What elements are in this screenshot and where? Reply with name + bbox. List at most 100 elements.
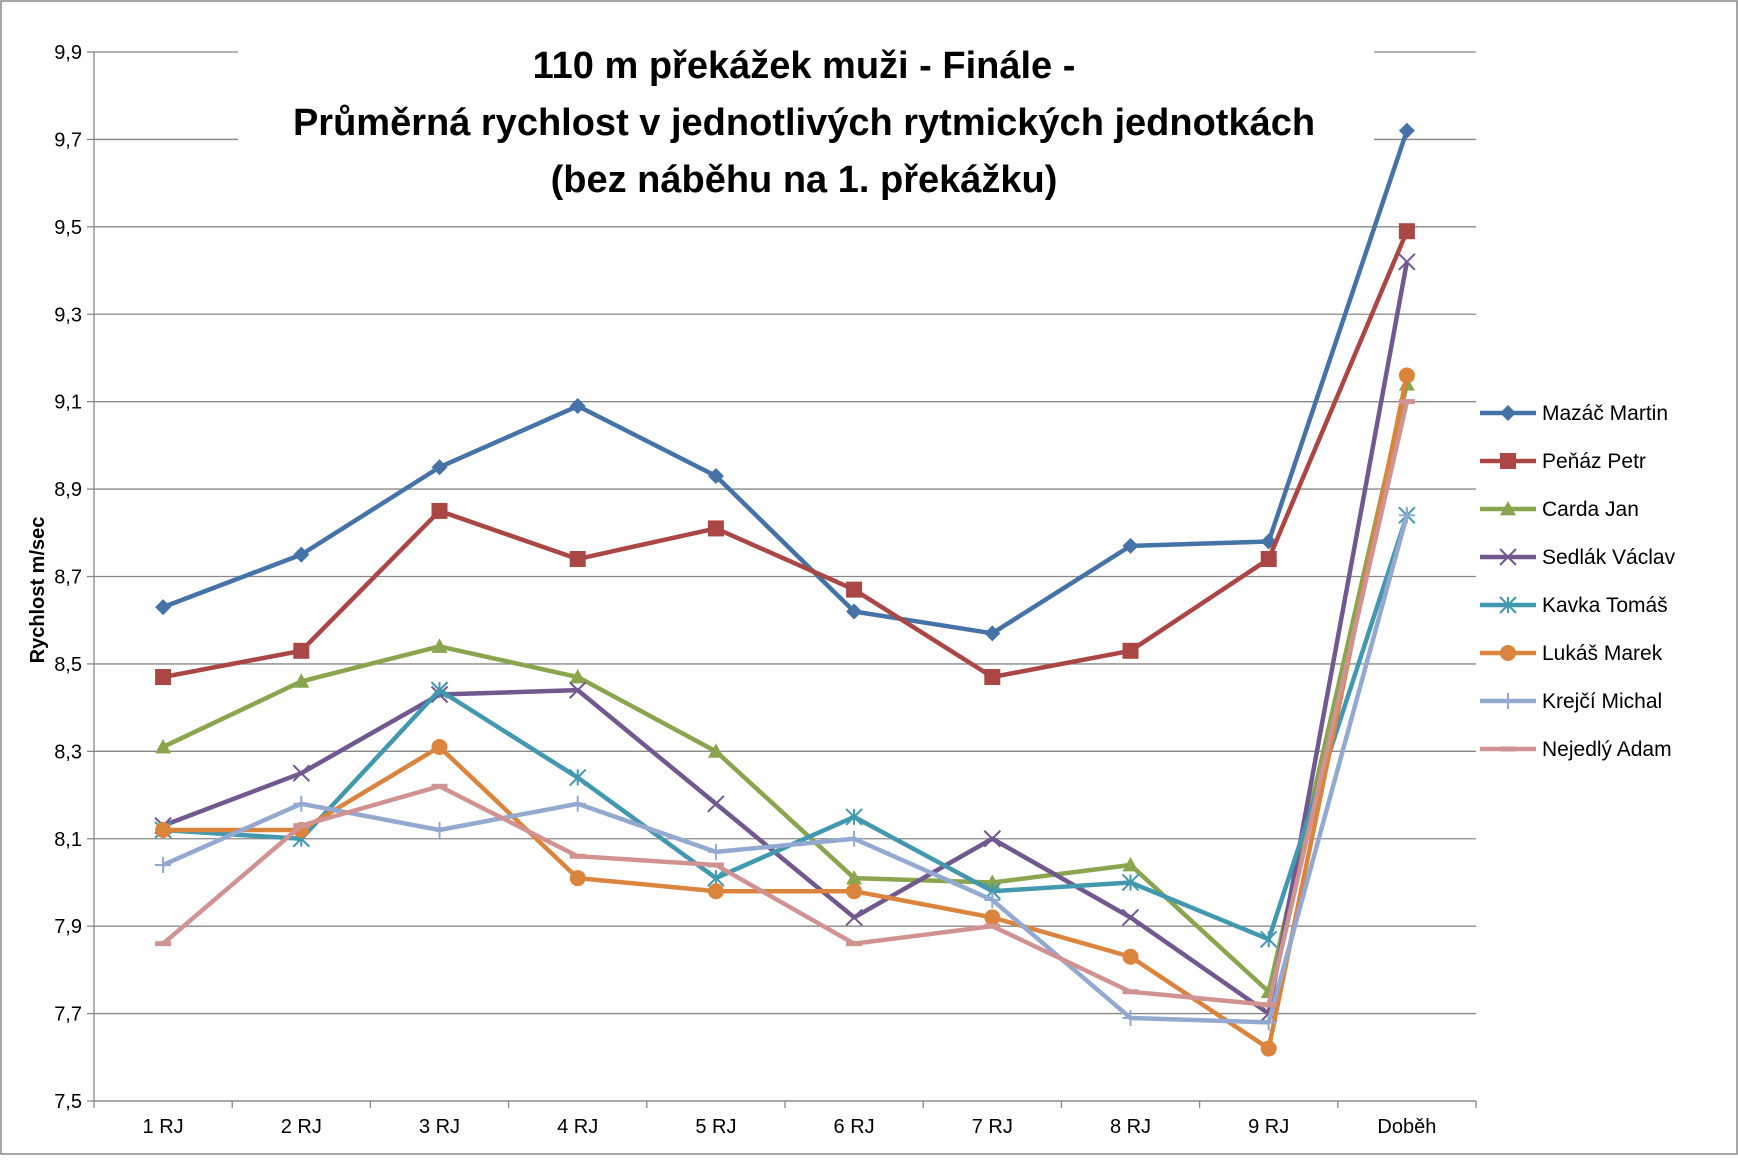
series: [155, 122, 1415, 642]
marker: [1499, 596, 1517, 614]
chart-title: 110 m překážek muži - Finále -: [533, 45, 1076, 87]
marker: [1500, 453, 1516, 469]
marker: [1121, 908, 1140, 927]
marker: [1398, 367, 1415, 384]
legend-label: Lukáš Marek: [1542, 642, 1663, 665]
marker: [568, 768, 587, 787]
legend-label: Sedlák Václav: [1542, 546, 1676, 569]
marker: [293, 795, 310, 812]
y-tick-label: 8,1: [54, 829, 82, 851]
series-line: [162, 261, 1410, 1016]
marker: [1260, 1040, 1277, 1057]
marker: [431, 822, 448, 839]
marker: [984, 909, 1001, 926]
marker: [569, 398, 586, 415]
marker: [707, 743, 724, 758]
marker: [1500, 645, 1516, 661]
marker: [155, 599, 172, 616]
marker: [569, 551, 586, 568]
marker: [1500, 405, 1516, 421]
marker: [431, 459, 448, 476]
marker: [1260, 1014, 1277, 1031]
y-tick-label: 8,5: [54, 654, 82, 676]
marker: [1122, 856, 1139, 872]
marker: [984, 874, 1001, 889]
marker: [431, 738, 448, 755]
marker: [1259, 930, 1278, 948]
y-tick-label: 7,5: [54, 1091, 82, 1113]
marker: [1398, 122, 1415, 139]
marker: [845, 808, 863, 826]
legend-label: Carda Jan: [1542, 498, 1639, 521]
legend-label: Mazáč Martin: [1542, 402, 1668, 425]
marker: [846, 830, 863, 847]
marker: [1500, 693, 1516, 709]
marker: [1122, 1009, 1139, 1026]
marker: [293, 546, 310, 563]
legend-label: Nejedlý Adam: [1542, 738, 1672, 761]
marker: [292, 764, 311, 782]
marker: [846, 581, 863, 598]
x-tick-label: 4 RJ: [557, 1116, 598, 1138]
marker: [569, 795, 586, 812]
y-axis-label: Rychlost m/sec: [27, 517, 49, 664]
y-tick-label: 9,1: [54, 392, 82, 414]
marker: [293, 673, 310, 688]
series-line: [161, 401, 1410, 1008]
marker: [846, 883, 863, 900]
y-tick-label: 7,9: [54, 916, 82, 938]
x-tick-label: 2 RJ: [281, 1116, 322, 1138]
marker: [155, 669, 172, 686]
series-line: [162, 514, 1410, 1025]
y-tick-label: 8,7: [54, 567, 82, 589]
marker: [1122, 948, 1139, 965]
x-tick-label: Doběh: [1377, 1116, 1436, 1138]
marker: [983, 830, 1002, 848]
x-tick-label: 3 RJ: [419, 1116, 460, 1138]
series-line: [162, 230, 1409, 680]
x-tick-label: 1 RJ: [143, 1116, 184, 1138]
y-tick-label: 8,3: [54, 741, 82, 763]
marker: [1122, 537, 1139, 554]
marker: [845, 908, 863, 927]
marker: [707, 520, 724, 537]
marker: [1499, 548, 1517, 566]
marker: [984, 625, 1001, 642]
series-line: [162, 129, 1410, 636]
series-line: [163, 374, 1410, 1051]
marker: [1398, 223, 1415, 240]
series: [155, 399, 1415, 1008]
marker: [431, 638, 448, 653]
y-tick-label: 9,5: [54, 217, 82, 239]
legend-label: Peňáz Petr: [1542, 450, 1646, 473]
marker: [1122, 642, 1139, 659]
x-tick-label: 6 RJ: [834, 1116, 875, 1138]
legend-label: Krejčí Michal: [1542, 690, 1662, 713]
marker: [1121, 873, 1140, 892]
x-tick-label: 8 RJ: [1110, 1116, 1151, 1138]
marker: [846, 603, 863, 620]
marker: [1398, 253, 1416, 271]
series: [155, 507, 1415, 1031]
marker: [707, 883, 724, 900]
marker: [155, 738, 172, 754]
y-tick-label: 8,9: [54, 479, 82, 501]
title-backdrop: [238, 36, 1374, 212]
marker: [984, 891, 1001, 908]
marker: [430, 681, 449, 699]
series-line: [162, 383, 1410, 994]
marker: [1500, 501, 1516, 516]
marker: [846, 870, 863, 885]
y-tick-label: 7,7: [54, 1004, 82, 1026]
marker: [293, 642, 310, 659]
series: [155, 367, 1415, 1057]
marker: [569, 870, 586, 887]
marker: [707, 467, 724, 484]
series: [155, 223, 1415, 686]
x-tick-label: 5 RJ: [695, 1116, 736, 1138]
legend-label: Kavka Tomáš: [1542, 594, 1668, 617]
marker: [1260, 551, 1277, 568]
marker: [568, 681, 587, 699]
x-tick-label: 9 RJ: [1248, 1116, 1289, 1138]
